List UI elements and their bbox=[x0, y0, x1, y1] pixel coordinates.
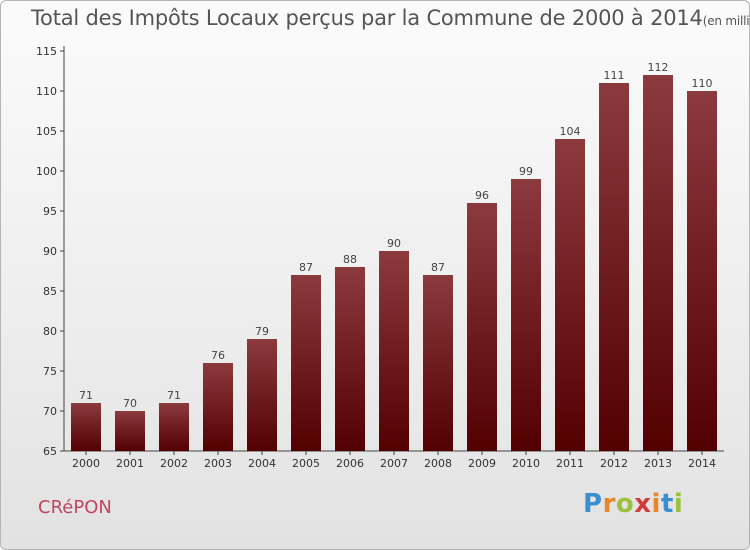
value-label-2008: 87 bbox=[431, 261, 445, 274]
y-tick-label: 85 bbox=[43, 285, 57, 298]
x-tick-label-2012: 2012 bbox=[600, 457, 628, 470]
x-tick-label-2010: 2010 bbox=[512, 457, 540, 470]
logo-letter: i bbox=[651, 489, 661, 519]
logo-letter: t bbox=[660, 489, 674, 519]
value-label-2013: 112 bbox=[648, 61, 669, 74]
bar-2000 bbox=[71, 403, 101, 451]
value-label-2011: 104 bbox=[560, 125, 581, 138]
y-tick-label: 110 bbox=[36, 85, 57, 98]
y-tick-label: 100 bbox=[36, 165, 57, 178]
x-tick-label-2003: 2003 bbox=[204, 457, 232, 470]
x-tick-label-2002: 2002 bbox=[160, 457, 188, 470]
bar-2001 bbox=[115, 411, 145, 451]
logo-letter: x bbox=[634, 489, 652, 519]
value-label-2002: 71 bbox=[167, 389, 181, 402]
bar-2004 bbox=[247, 339, 277, 451]
x-tick-label-2007: 2007 bbox=[380, 457, 408, 470]
bar-2005 bbox=[291, 275, 321, 451]
logo-letter: o bbox=[615, 489, 635, 519]
bar-2006 bbox=[335, 267, 365, 451]
value-label-2007: 90 bbox=[387, 237, 401, 250]
x-tick-label-2011: 2011 bbox=[556, 457, 584, 470]
x-tick-label-2004: 2004 bbox=[248, 457, 276, 470]
bar-2008 bbox=[423, 275, 453, 451]
y-tick-label: 105 bbox=[36, 125, 57, 138]
value-label-2001: 70 bbox=[123, 397, 137, 410]
y-tick-label: 75 bbox=[43, 365, 57, 378]
proxiti-logo: Proxiti bbox=[583, 489, 683, 519]
value-label-2009: 96 bbox=[475, 189, 489, 202]
x-tick-label-2006: 2006 bbox=[336, 457, 364, 470]
logo-letter: i bbox=[673, 489, 684, 519]
bars: 71 70 71 76 79 87 88 90 87 96 99 104 111 112 110 bbox=[71, 61, 717, 451]
y-tick-label: 65 bbox=[43, 445, 57, 458]
y-tick-label: 95 bbox=[43, 205, 57, 218]
value-label-2004: 79 bbox=[255, 325, 269, 338]
logo-letter: P bbox=[583, 489, 603, 519]
bar-2014 bbox=[687, 91, 717, 451]
chart-title-text: Total des Impôts Locaux perçus par la Co… bbox=[31, 6, 703, 30]
value-label-2005: 87 bbox=[299, 261, 313, 274]
value-label-2003: 76 bbox=[211, 349, 225, 362]
bar-2002 bbox=[159, 403, 189, 451]
y-axis: 65 70 75 80 85 90 95 100 105 110 115 bbox=[36, 45, 65, 458]
x-axis: 2000 2001 2002 2003 2004 2005 2006 2007 2008 2009… bbox=[64, 450, 724, 470]
bar-2013 bbox=[643, 75, 673, 451]
value-label-2014: 110 bbox=[692, 77, 713, 90]
y-tick-label: 70 bbox=[43, 405, 57, 418]
value-label-2006: 88 bbox=[343, 253, 357, 266]
value-label-2000: 71 bbox=[79, 389, 93, 402]
x-tick-label-2013: 2013 bbox=[644, 457, 672, 470]
logo-letter: r bbox=[602, 489, 616, 519]
x-tick-label-2005: 2005 bbox=[292, 457, 320, 470]
value-label-2010: 99 bbox=[519, 165, 533, 178]
x-tick-label-2009: 2009 bbox=[468, 457, 496, 470]
commune-name: CRéPON bbox=[38, 497, 112, 518]
y-tick-label: 80 bbox=[43, 325, 57, 338]
chart-unit: (en milliers d'€) bbox=[702, 14, 750, 28]
x-tick-label-2000: 2000 bbox=[72, 457, 100, 470]
bar-2011 bbox=[555, 139, 585, 451]
x-tick-label-2008: 2008 bbox=[424, 457, 452, 470]
bar-2010 bbox=[511, 179, 541, 451]
bar-2003 bbox=[203, 363, 233, 451]
y-tick-label: 90 bbox=[43, 245, 57, 258]
bar-2009 bbox=[467, 203, 497, 451]
x-tick-label-2014: 2014 bbox=[688, 457, 716, 470]
chart-title: Total des Impôts Locaux perçus par la Co… bbox=[31, 6, 750, 30]
bar-2007 bbox=[379, 251, 409, 451]
bar-2012 bbox=[599, 83, 629, 451]
y-tick-label: 115 bbox=[36, 45, 57, 58]
value-label-2012: 111 bbox=[604, 69, 625, 82]
x-tick-label-2001: 2001 bbox=[116, 457, 144, 470]
